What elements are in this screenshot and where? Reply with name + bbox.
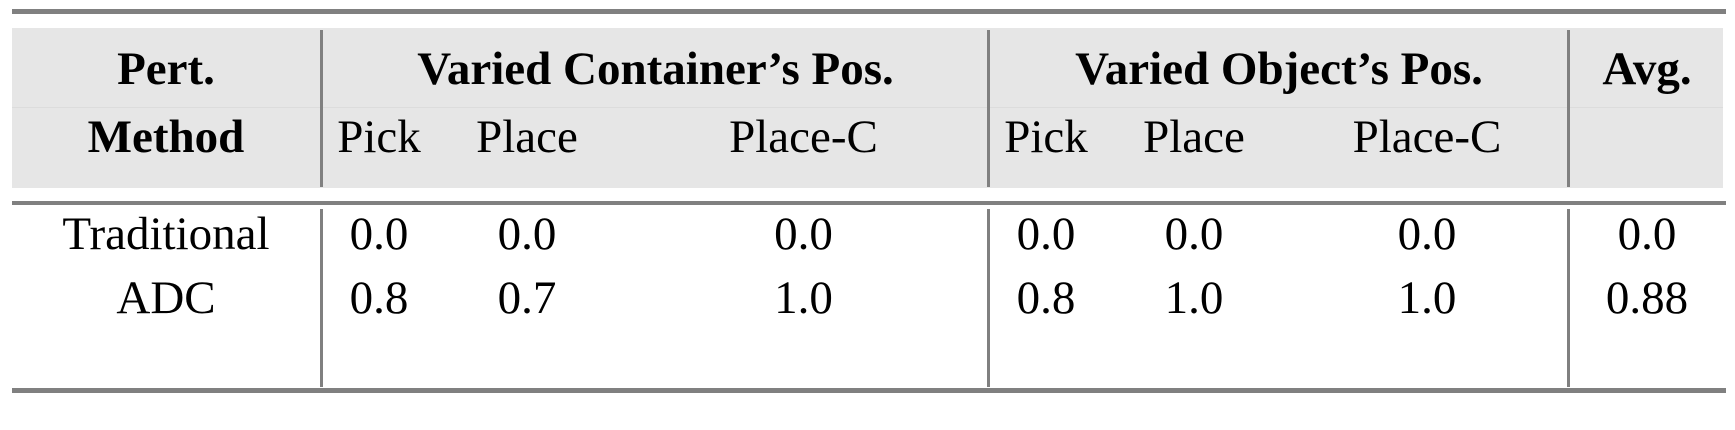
- sub-header-container-place-c: Place-C: [729, 111, 878, 163]
- header-row-divider: [12, 107, 1723, 108]
- cell-adc-container-place-c: 1.0: [774, 272, 833, 324]
- vertical-rule-stub-group1-header: [320, 30, 323, 187]
- cell-adc-object-place-c: 1.0: [1397, 272, 1457, 324]
- sub-header-object-place: Place: [1143, 111, 1245, 163]
- sub-header-container-pick: Pick: [337, 111, 421, 163]
- cell-traditional-object-place: 0.0: [1164, 208, 1224, 260]
- cell-traditional-container-pick: 0.0: [349, 208, 409, 260]
- vertical-rule-group1-group2-header: [987, 30, 990, 187]
- table-mid-rule: [12, 201, 1726, 205]
- cell-traditional-container-place-c: 0.0: [774, 208, 833, 260]
- group-header-varied-objects-pos: Varied Object’s Pos.: [1075, 43, 1483, 95]
- cell-adc-container-place: 0.7: [497, 272, 557, 324]
- cell-traditional-container-place: 0.0: [497, 208, 557, 260]
- table-top-rule: [12, 9, 1726, 14]
- cell-adc-container-pick: 0.8: [349, 272, 409, 324]
- vertical-rule-group2-avg-header: [1567, 30, 1570, 187]
- sub-header-container-place: Place: [476, 111, 578, 163]
- sub-header-object-place-c: Place-C: [1352, 111, 1502, 163]
- cell-adc-object-place: 1.0: [1164, 272, 1224, 324]
- table-row-method-label: ADC: [116, 272, 216, 324]
- header-shaded-band: [12, 28, 1723, 188]
- cell-adc-avg: 0.88: [1605, 272, 1689, 324]
- sub-header-avg-empty: [1571, 114, 1723, 168]
- cell-adc-object-pick: 0.8: [1016, 272, 1076, 324]
- table-row-method-label: Traditional: [62, 208, 270, 260]
- cell-traditional-object-place-c: 0.0: [1397, 208, 1457, 260]
- stub-header-line1: Pert.: [117, 43, 215, 95]
- stub-header-line2: Method: [87, 111, 245, 163]
- sub-header-object-pick: Pick: [1004, 111, 1088, 163]
- group-header-avg: Avg.: [1602, 43, 1692, 95]
- cell-traditional-avg: 0.0: [1617, 208, 1677, 260]
- vertical-rule-group2-avg-body: [1567, 209, 1570, 387]
- cell-traditional-object-pick: 0.0: [1016, 208, 1076, 260]
- vertical-rule-stub-group1-body: [320, 209, 323, 387]
- table-bottom-rule: [12, 388, 1726, 393]
- group-header-varied-containers-pos: Varied Container’s Pos.: [417, 43, 894, 95]
- vertical-rule-group1-group2-body: [987, 209, 990, 387]
